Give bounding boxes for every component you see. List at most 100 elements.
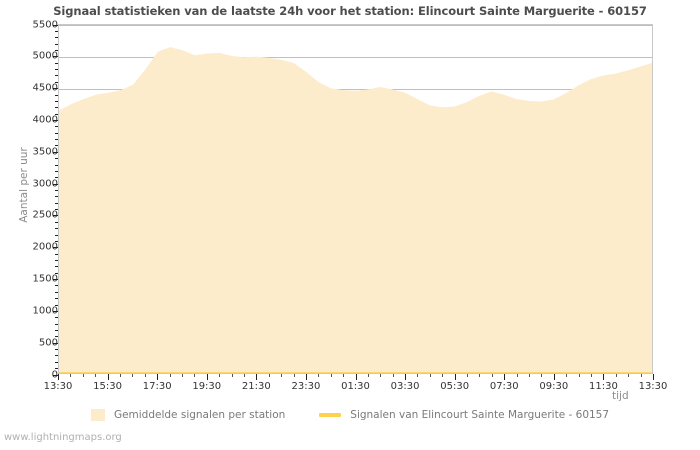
y-axis-minor-tick [55, 355, 58, 357]
y-axis-minor-tick [55, 113, 58, 115]
x-axis: 13:30 15:30 17:30 19:30 21:30 23:30 01:30 03:30… [44, 374, 667, 404]
data-series-svg [59, 47, 652, 373]
x-axis-tick [305, 374, 307, 380]
area-swatch-icon [90, 409, 105, 421]
legend-item-average: Gemiddelde signalen per station [90, 409, 285, 421]
x-axis-minor-tick [293, 374, 295, 377]
y-axis-minor-tick [55, 69, 58, 71]
x-axis-minor-tick [516, 374, 518, 377]
y-axis-minor-tick [55, 37, 58, 39]
y-axis-minor-tick [55, 368, 58, 370]
x-axis-label: 07:30 [489, 381, 519, 392]
x-axis-tick [107, 374, 109, 380]
y-axis: Aantal per uur 0500100015002000250030003… [0, 19, 58, 380]
x-axis-tick [405, 374, 407, 380]
y-axis-minor-tick [55, 304, 58, 306]
x-axis-tick [553, 374, 555, 380]
x-axis-tick [206, 374, 208, 380]
x-axis-minor-tick [541, 374, 543, 377]
y-axis-minor-tick [55, 139, 58, 141]
y-axis-label: 500 [38, 337, 58, 349]
y-axis-label: 4000 [32, 114, 58, 126]
y-axis-minor-tick [55, 81, 58, 83]
x-axis-minor-tick [529, 374, 531, 377]
y-axis-minor-tick [55, 228, 58, 230]
y-axis-minor-tick [55, 329, 58, 331]
y-axis-label: 2000 [32, 241, 58, 253]
y-axis-tick [53, 279, 58, 281]
y-axis-minor-tick [55, 145, 58, 147]
x-axis-minor-tick [628, 374, 630, 377]
x-axis-minor-tick [615, 374, 617, 377]
x-axis-label: 15:30 [93, 381, 122, 392]
x-axis-minor-tick [479, 374, 481, 377]
x-axis-label: 13:30 [43, 381, 73, 392]
x-axis-tick [454, 374, 456, 380]
y-axis-minor-tick [55, 189, 58, 191]
x-axis-tick [653, 374, 654, 380]
x-axis-minor-tick [268, 374, 270, 377]
y-axis-tick [53, 183, 58, 185]
line-swatch-icon [319, 413, 342, 417]
y-axis-minor-tick [55, 336, 58, 338]
y-axis-minor-tick [55, 323, 58, 325]
y-axis-label: 1500 [32, 273, 58, 285]
x-axis-tick [603, 374, 605, 380]
y-axis-minor-tick [55, 49, 58, 51]
x-axis-minor-tick [591, 374, 593, 377]
y-axis-minor-tick [55, 100, 58, 102]
x-axis-tick [157, 374, 159, 380]
y-axis-minor-tick [55, 285, 58, 287]
x-axis-minor-tick [243, 374, 245, 377]
y-axis-minor-tick [55, 94, 58, 96]
y-axis-minor-tick [55, 30, 58, 32]
y-axis-minor-tick [55, 253, 58, 255]
y-axis-tick [53, 342, 58, 344]
x-axis-tick [58, 374, 59, 380]
chart-title: Signaal statistieken van de laatste 24h … [53, 4, 647, 18]
y-axis-tick [53, 56, 58, 58]
x-axis-minor-tick [70, 374, 72, 377]
x-axis-label: 21:30 [241, 381, 271, 392]
x-axis-minor-tick [219, 374, 221, 377]
y-axis-label: 2500 [32, 209, 58, 221]
x-axis-minor-tick [566, 374, 568, 377]
y-axis-tick [53, 374, 58, 376]
y-axis-minor-tick [55, 202, 58, 204]
y-axis-label: 3000 [32, 178, 58, 190]
y-axis-minor-tick [55, 209, 58, 211]
x-axis-tick [256, 374, 258, 380]
x-axis-minor-tick [491, 374, 493, 377]
y-axis-tick [53, 310, 58, 312]
x-axis-minor-tick [169, 374, 171, 377]
y-axis-tick [53, 247, 58, 249]
y-axis-minor-tick [55, 177, 58, 179]
legend-item-station: Signalen van Elincourt Sainte Marguerite… [319, 409, 609, 421]
x-axis-label: 01:30 [341, 381, 370, 392]
y-axis-tick [53, 151, 58, 153]
gridline [59, 25, 652, 26]
x-axis-minor-tick [417, 374, 419, 377]
y-axis-minor-tick [55, 158, 58, 160]
y-axis-minor-tick [55, 43, 58, 45]
y-axis-minor-tick [55, 298, 58, 300]
y-axis-label: 5500 [32, 19, 58, 30]
legend-label-station: Signalen van Elincourt Sainte Marguerite… [350, 409, 610, 421]
y-axis-minor-tick [55, 126, 58, 128]
x-axis-minor-tick [330, 374, 332, 377]
x-axis-label: 11:30 [588, 381, 618, 392]
y-axis-minor-tick [55, 75, 58, 77]
y-axis-minor-tick [55, 291, 58, 293]
x-axis-minor-tick [640, 374, 642, 377]
x-axis-tick [355, 374, 357, 380]
y-axis-minor-tick [55, 196, 58, 198]
x-axis-label: 13:30 [638, 381, 668, 392]
x-axis-title: tijd [612, 390, 629, 402]
plot-area [58, 24, 653, 374]
x-axis-minor-tick [132, 374, 134, 377]
y-axis-minor-tick [55, 62, 58, 64]
x-axis-minor-tick [578, 374, 580, 377]
y-axis-minor-tick [55, 272, 58, 274]
y-axis-label: 0 [12, 369, 58, 380]
